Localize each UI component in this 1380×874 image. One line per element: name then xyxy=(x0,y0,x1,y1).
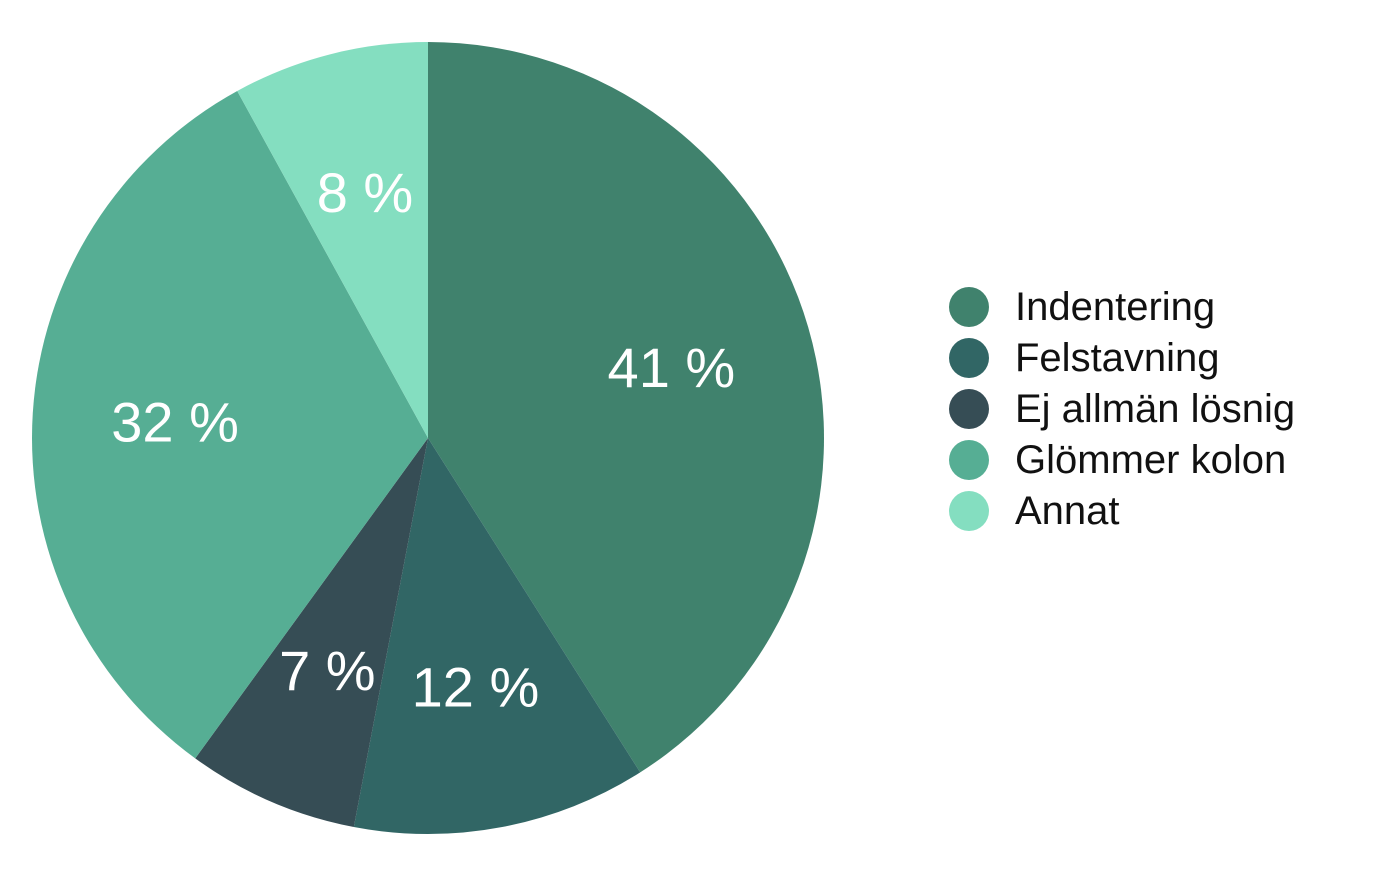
legend-item-annat: Annat xyxy=(949,489,1120,533)
legend-label-ej-allman-losnig: Ej allmän lösnig xyxy=(1015,387,1295,431)
pie-slice-ej-allman-losnig xyxy=(195,438,428,827)
legend-label-felstavning: Felstavning xyxy=(1015,336,1220,380)
pie-slice-indentering xyxy=(428,42,825,773)
slice-label-felstavning: 12 % xyxy=(412,655,540,718)
pie-slice-glommer-kolon xyxy=(31,90,428,759)
legend-swatch-indentering xyxy=(949,287,989,327)
pie-slice-annat xyxy=(237,42,428,438)
slice-label-annat: 8 % xyxy=(317,161,414,224)
legend-swatch-ej-allman-losnig xyxy=(949,389,989,429)
legend-label-annat: Annat xyxy=(1015,489,1120,533)
legend-label-glommer-kolon: Glömmer kolon xyxy=(1015,438,1286,482)
pie-slice-labels: 41 % 12 % 7 % 32 % 8 % xyxy=(111,161,735,718)
legend: Indentering Felstavning Ej allmän lösnig Gl… xyxy=(949,285,1295,533)
legend-swatch-annat xyxy=(949,491,989,531)
slice-label-indentering: 41 % xyxy=(608,336,736,399)
legend-label-indentering: Indentering xyxy=(1015,285,1215,329)
pie-slice-felstavning xyxy=(353,438,641,834)
slice-label-glommer-kolon: 32 % xyxy=(111,391,239,454)
legend-swatch-felstavning xyxy=(949,338,989,378)
slice-label-ej-allman-losnig: 7 % xyxy=(279,639,376,702)
legend-item-glommer-kolon: Glömmer kolon xyxy=(949,438,1286,482)
legend-item-ej-allman-losnig: Ej allmän lösnig xyxy=(949,387,1295,431)
legend-item-felstavning: Felstavning xyxy=(949,336,1220,380)
legend-item-indentering: Indentering xyxy=(949,285,1215,329)
legend-swatch-glommer-kolon xyxy=(949,440,989,480)
pie-slices xyxy=(31,42,825,834)
